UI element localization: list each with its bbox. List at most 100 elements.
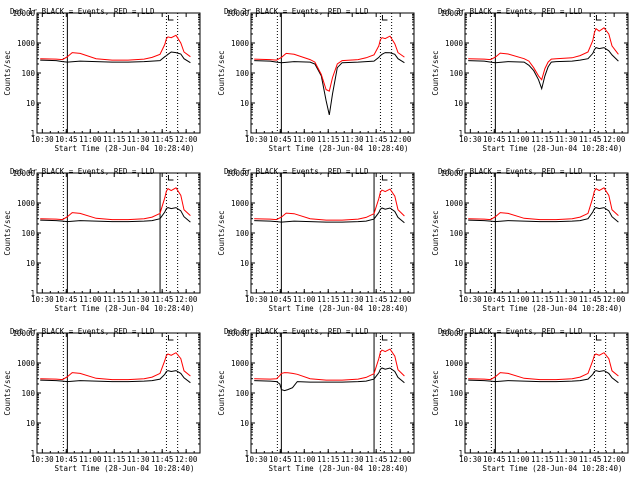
y-tick-label: 1	[244, 289, 249, 298]
series-line-lld	[468, 187, 619, 221]
chart-panel-3: 10:30 10:45 11:00 11:15 11:30 11:45 12:00 1 10 10…	[431, 7, 629, 153]
x-tick-label: 11:00	[79, 455, 102, 464]
x-tick-label: 12:00	[603, 135, 626, 144]
y-tick-label: 1000	[231, 199, 250, 208]
x-axis-label: Start Time (28-Jun-04 10:28:40)	[269, 464, 409, 473]
x-tick-label: 11:00	[507, 295, 530, 304]
series-line-lld	[468, 27, 619, 81]
x-tick-label: 10:30	[245, 295, 268, 304]
x-tick-label: 11:45	[579, 295, 602, 304]
x-tick-label: 12:00	[175, 135, 198, 144]
y-axis-label: Counts/sec	[3, 370, 12, 415]
x-tick-label: 12:00	[603, 455, 626, 464]
y-tick-label: 1000	[17, 199, 36, 208]
x-tick-label: 10:45	[55, 295, 78, 304]
series-line-events	[254, 52, 405, 116]
plot-frame	[36, 332, 201, 454]
y-tick-label: 100	[21, 69, 35, 78]
y-tick-label: 1000	[445, 39, 464, 48]
x-tick-label: 11:15	[317, 295, 340, 304]
x-tick-label: 10:45	[55, 455, 78, 464]
series-line-events	[254, 367, 405, 392]
y-axis-label: Counts/sec	[217, 370, 226, 415]
x-axis-label: Start Time (28-Jun-04 10:28:40)	[55, 144, 195, 153]
series-line-lld	[254, 348, 405, 381]
y-tick-label: 1	[458, 289, 463, 298]
chart-title: Det 4r BLACK = Events, RED = LLD	[10, 167, 155, 176]
plot-frame	[464, 12, 629, 134]
x-tick-label: 11:45	[579, 455, 602, 464]
y-tick-label: 10000	[12, 9, 35, 18]
x-tick-label: 11:00	[293, 455, 316, 464]
chart-title: Det 8r BLACK = Events, RED = LLD	[224, 327, 369, 336]
y-tick-label: 1	[30, 289, 35, 298]
x-tick-label: 11:30	[127, 295, 150, 304]
x-tick-label: 11:30	[555, 295, 578, 304]
chart-title: Det 1r BLACK = Events, RED = LLD	[10, 7, 155, 16]
series-line-events	[468, 370, 619, 384]
y-tick-label: 100	[21, 229, 35, 238]
chart-panel-8: 10:30 10:45 11:00 11:15 11:30 11:45 12:00 1 10 10…	[217, 327, 415, 473]
y-tick-label: 100	[235, 229, 249, 238]
x-tick-label: 11:00	[79, 295, 102, 304]
x-tick-label: 11:45	[151, 455, 174, 464]
plot-frame	[464, 172, 629, 294]
series-line-lld	[40, 352, 191, 381]
x-tick-label: 11:00	[293, 135, 316, 144]
x-tick-label: 11:00	[507, 135, 530, 144]
x-tick-label: 10:30	[245, 455, 268, 464]
y-axis-label: Counts/sec	[431, 210, 440, 255]
x-tick-label: 10:45	[269, 455, 292, 464]
x-tick-label: 11:15	[531, 135, 554, 144]
y-tick-label: 10000	[440, 9, 463, 18]
y-tick-label: 1000	[445, 199, 464, 208]
chart-panel-5: 10:30 10:45 11:00 11:15 11:30 11:45 12:00 1 10 10…	[217, 167, 415, 313]
y-tick-label: 100	[235, 69, 249, 78]
bracket-mark	[381, 335, 388, 341]
chart-panel-6: 10:30 10:45 11:00 11:15 11:30 11:45 12:00 1 10 10…	[431, 167, 629, 313]
x-tick-label: 10:45	[269, 295, 292, 304]
x-tick-label: 11:15	[317, 135, 340, 144]
y-tick-label: 10	[26, 259, 36, 268]
x-tick-label: 11:15	[317, 455, 340, 464]
x-tick-label: 12:00	[175, 455, 198, 464]
y-tick-label: 10000	[12, 329, 35, 338]
series-line-lld	[468, 352, 619, 381]
x-tick-label: 11:15	[103, 135, 126, 144]
y-tick-label: 10000	[226, 169, 249, 178]
series-line-lld	[254, 35, 405, 92]
x-tick-label: 11:00	[79, 135, 102, 144]
y-tick-label: 1	[458, 449, 463, 458]
chart-title: Det 6r BLACK = Events, RED = LLD	[438, 167, 583, 176]
x-tick-label: 12:00	[389, 135, 412, 144]
y-tick-label: 1	[244, 449, 249, 458]
x-tick-label: 11:30	[341, 455, 364, 464]
series-line-events	[254, 207, 405, 224]
chart-title: Det 9r BLACK = Events, RED = LLD	[438, 327, 583, 336]
series-line-events	[468, 207, 619, 223]
series-line-events	[40, 51, 191, 64]
x-tick-label: 10:45	[483, 135, 506, 144]
y-tick-label: 10	[454, 99, 464, 108]
plot-frame	[36, 172, 201, 294]
x-tick-label: 11:30	[127, 135, 150, 144]
x-tick-label: 10:30	[459, 295, 482, 304]
y-tick-label: 1	[30, 449, 35, 458]
series-line-lld	[40, 34, 191, 61]
x-tick-label: 11:45	[151, 135, 174, 144]
chart-panel-4: 10:30 10:45 11:00 11:15 11:30 11:45 12:00 1 10 10…	[3, 167, 201, 313]
y-tick-label: 100	[235, 389, 249, 398]
y-axis-label: Counts/sec	[217, 50, 226, 95]
x-tick-label: 10:30	[31, 295, 54, 304]
x-tick-label: 11:15	[103, 455, 126, 464]
chart-title: Det 2r BLACK = Events, RED = LLD	[224, 7, 369, 16]
y-tick-label: 10000	[226, 329, 249, 338]
y-tick-label: 10000	[440, 169, 463, 178]
y-tick-label: 10	[240, 419, 250, 428]
y-tick-label: 1000	[231, 359, 250, 368]
x-axis-label: Start Time (28-Jun-04 10:28:40)	[483, 144, 623, 153]
x-tick-label: 10:30	[245, 135, 268, 144]
x-tick-label: 11:45	[365, 455, 388, 464]
chart-panel-2: 10:30 10:45 11:00 11:15 11:30 11:45 12:00 1 10 10…	[217, 7, 415, 153]
